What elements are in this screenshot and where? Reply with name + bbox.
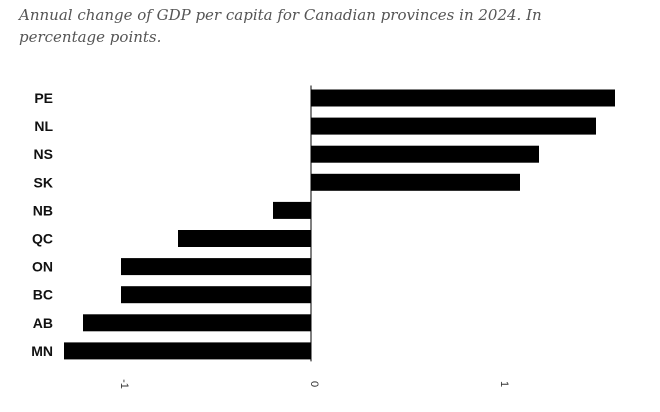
category-label-bc: BC [33,287,53,303]
category-label-pe: PE [34,90,53,106]
bar-qc [178,230,311,247]
category-label-qc: QC [32,231,53,247]
bar-pe [311,89,615,107]
bar-ab [83,314,311,332]
bar-nb [273,201,311,219]
chart-subtitle: Annual change of GDP per capita for Cana… [19,6,542,46]
x-tick-label: -1 [118,379,130,389]
category-label-nb: NB [33,202,53,218]
category-label-sk: SK [34,174,53,190]
bar-mn [64,342,311,360]
category-label-ab: AB [33,315,53,331]
x-tick-label: 0 [308,381,320,387]
bars-group [64,89,615,360]
category-labels: PE NL NS SK NB QC ON BC AB MN [31,90,53,359]
category-label-ns: NS [34,146,53,162]
bar-on [121,258,311,276]
bar-sk [311,173,520,191]
bar-ns [311,145,539,163]
x-tick-label: 1 [498,381,510,387]
bar-nl [311,117,596,135]
category-label-mn: MN [31,343,53,359]
category-label-on: ON [32,259,53,275]
bar-bc [121,286,311,304]
x-axis-ticks: -1 0 1 [118,379,510,389]
category-label-nl: NL [34,118,53,134]
